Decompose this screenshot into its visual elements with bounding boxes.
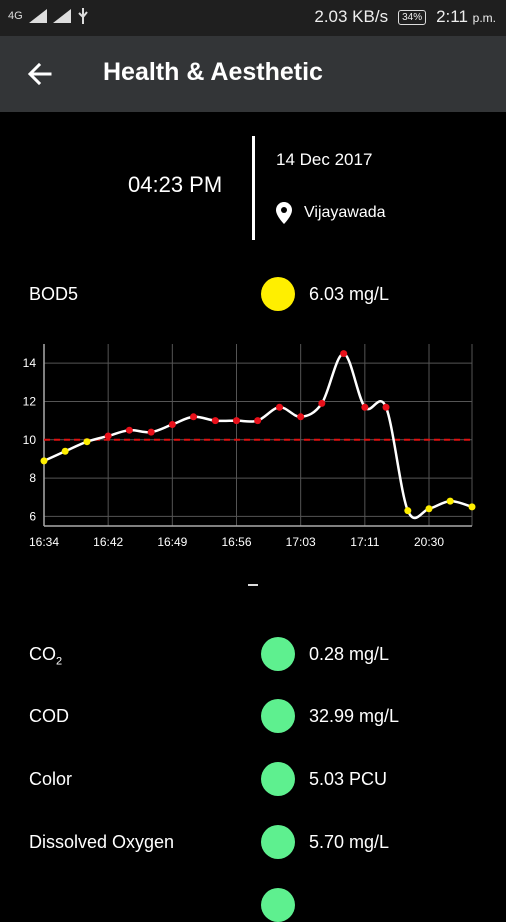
data-point [404,507,412,515]
data-point [340,350,348,358]
data-point [275,403,283,411]
data-point [318,399,326,407]
bod5-trend-chart: 16:34 16:42 16:49 16:56 17:03 17:11 20:30 6 8 10 1… [23,344,476,549]
param-value: 6.03 mg/L [309,284,390,304]
reading-time: 04:23 PM [128,172,223,197]
param-row-bod5[interactable]: BOD5 6.03 mg/L [0,274,506,314]
data-point [40,457,48,465]
y-tick-label: 14 [23,356,37,370]
x-tick-label: 16:42 [93,535,123,549]
y-tick-label: 8 [29,471,36,485]
status-dot-partial [261,888,295,922]
data-point [361,403,369,411]
usb-icon [77,8,88,24]
status-left: 4G [8,8,89,24]
data-point [211,417,219,425]
data-point [104,432,112,440]
x-tick-label: 17:03 [286,535,316,549]
status-dot [261,762,295,796]
separator-dash [248,584,258,586]
status-bar: 4G 2.03 KB/s 34% 2:11 p.m. [0,0,506,36]
status-dot [261,699,295,733]
status-dot [261,277,295,311]
param-value: 0.28 mg/L [309,644,390,664]
status-right: 2.03 KB/s 34% 2:11 p.m. [314,7,496,27]
data-point [125,426,133,434]
y-tick-label: 12 [23,394,37,408]
param-row-dissolved-oxygen[interactable]: Dissolved Oxygen 5.70 mg/L [0,822,506,862]
param-name: Dissolved Oxygen [29,832,175,852]
data-point [61,447,69,455]
data-point [190,413,198,421]
data-point [297,413,305,421]
status-dot [261,825,295,859]
status-dot [261,637,295,671]
data-point [446,497,454,505]
data-point [425,505,433,513]
param-value: 5.03 PCU [309,769,388,789]
y-tick-label: 10 [23,433,37,447]
page-title: Health & Aesthetic [103,58,323,86]
data-point [254,417,262,425]
data-point [147,428,155,436]
param-name: CO2 [29,644,63,668]
app-bar: Health & Aesthetic [0,36,506,112]
x-tick-label: 17:11 [350,535,379,549]
back-arrow-icon[interactable] [24,58,56,90]
param-row-cod[interactable]: COD 32.99 mg/L [0,696,506,736]
param-name: Color [29,769,73,789]
y-tick-label: 6 [29,509,36,523]
location-pin-icon [276,202,292,224]
clock: 2:11 [436,7,468,26]
param-name: COD [29,706,69,726]
param-row-co2[interactable]: CO2 0.28 mg/L [0,634,506,674]
x-tick-label: 20:30 [414,535,444,549]
signal-icon-2 [52,9,71,23]
data-point [83,438,91,446]
param-value: 5.70 mg/L [309,832,390,852]
data-point [233,417,241,425]
data-point [382,403,390,411]
data-speed: 2.03 KB/s [314,7,389,26]
param-value: 32.99 mg/L [309,706,400,726]
battery-icon: 34% [398,9,427,25]
reading-location: Vijayawada [304,204,386,221]
data-point [468,503,476,511]
x-tick-label: 16:49 [157,535,187,549]
clock-ampm: p.m. [472,11,496,25]
signal-icon [28,9,47,23]
param-row-color[interactable]: Color 5.03 PCU [0,759,506,799]
x-tick-label: 16:56 [221,535,251,549]
param-name: BOD5 [29,284,79,304]
network-type: 4G [8,10,23,22]
data-point [168,420,176,428]
reading-date: 14 Dec 2017 [276,150,373,169]
x-tick-label: 16:34 [29,535,59,549]
vertical-divider [252,136,255,240]
